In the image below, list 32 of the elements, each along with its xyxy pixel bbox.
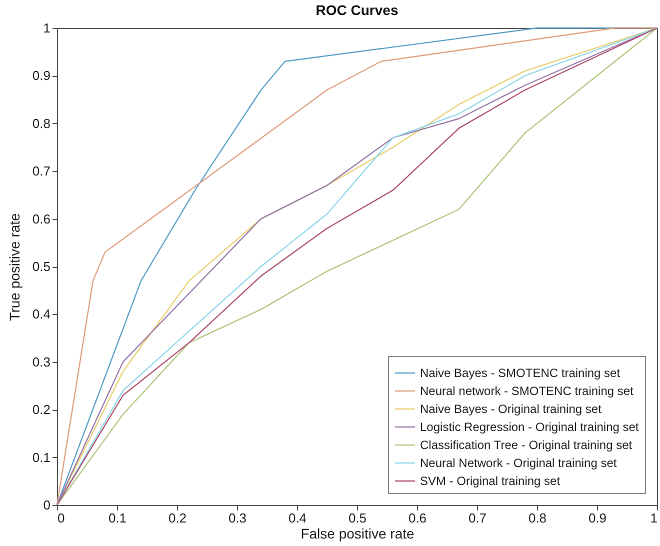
y-tick-label: 0.1: [32, 450, 50, 465]
legend-label: Naive Bayes - SMOTENC training set: [420, 366, 621, 380]
legend-label: Neural network - SMOTENC training set: [420, 384, 634, 398]
legend-label: SVM - Original training set: [420, 474, 561, 488]
x-tick-label: 0.5: [348, 510, 367, 526]
y-tick-label: 0.4: [32, 306, 50, 322]
legend-label: Naive Bayes - Original training set: [420, 402, 602, 416]
x-axis-title: False positive rate: [300, 526, 415, 542]
y-tick-label: 0.6: [32, 211, 50, 226]
y-tick-label: 1: [43, 20, 50, 36]
legend-label: Neural Network - Original training set: [420, 456, 618, 470]
x-tick-label: 0.2: [168, 510, 187, 526]
x-tick-label: 0.7: [468, 510, 487, 526]
chart-title: ROC Curves: [316, 2, 398, 18]
legend-label: Logistic Regression - Original training set: [420, 420, 640, 434]
x-tick-label: 1: [650, 510, 658, 526]
x-tick-label: 0.1: [108, 510, 127, 526]
y-tick-label: 0.3: [32, 354, 50, 370]
x-tick-label: 0.8: [528, 510, 547, 526]
x-tick-label: 0: [58, 510, 65, 526]
y-tick-label: 0.9: [32, 68, 50, 84]
y-tick-label: 0.2: [32, 402, 50, 418]
x-tick-label: 0.3: [228, 510, 247, 526]
y-tick-label: 0.8: [32, 116, 50, 131]
legend-label: Classification Tree - Original training set: [420, 438, 633, 452]
y-tick-label: 0.5: [32, 259, 50, 274]
x-tick-label: 0.6: [408, 510, 427, 526]
x-tick-label: 0.4: [288, 510, 307, 526]
y-tick-label: 0.7: [32, 164, 50, 179]
y-tick-label: 0: [43, 498, 50, 512]
x-tick-label: 0.9: [588, 510, 607, 526]
y-axis-title: True positive rate: [6, 212, 22, 321]
